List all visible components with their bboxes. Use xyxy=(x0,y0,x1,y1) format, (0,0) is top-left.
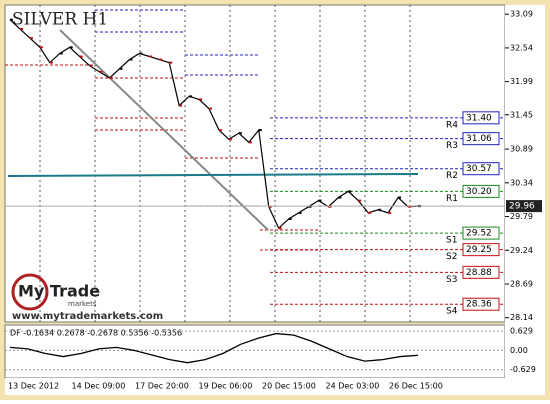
level-label: 28.88 xyxy=(466,268,492,278)
level-label: 28.36 xyxy=(466,300,492,310)
indicator-line xyxy=(9,332,419,364)
indicator-tick-label: 0.00 xyxy=(510,346,528,355)
current-box xyxy=(506,200,542,213)
y-tick-label: 33.09 xyxy=(510,10,533,19)
level-label: 29.25 xyxy=(466,245,492,255)
logo: My Trade markets www.mytrademarkets.com xyxy=(11,273,163,322)
level-box xyxy=(462,297,500,311)
y-tick-label: 31.99 xyxy=(510,77,533,86)
level-name: R2 xyxy=(446,171,458,181)
level-box xyxy=(462,162,500,176)
current-label: 29.96 xyxy=(509,202,535,212)
x-tick-label: 19 Dec 06:00 xyxy=(199,382,253,391)
level-label: 29.52 xyxy=(466,229,492,239)
indicator-label: DF -0.1634 0.2678 -0.2678 0.5356 -0.5356 xyxy=(10,329,182,338)
y-tick-label: 30.89 xyxy=(510,145,533,154)
channel-line xyxy=(7,173,419,177)
level-box xyxy=(462,265,500,279)
x-tick-label: 24 Dec 03:00 xyxy=(326,382,380,391)
x-tick-label: 13 Dec 2012 xyxy=(8,382,59,391)
level-box xyxy=(462,132,500,146)
indicator-tick-label: -0.629 xyxy=(510,365,536,374)
level-name: S1 xyxy=(446,236,457,246)
indicator-tick-label: 0.629 xyxy=(510,327,533,336)
x-tick-label: 26 Dec 15:00 xyxy=(389,382,443,391)
price-line xyxy=(9,19,419,230)
x-axis-panel xyxy=(5,378,545,395)
y-tick-label: 29.79 xyxy=(510,212,533,221)
level-name: R1 xyxy=(446,194,458,204)
level-box xyxy=(462,243,500,257)
y-tick-label: 30.34 xyxy=(510,178,533,187)
level-name: S2 xyxy=(446,252,457,262)
trend-line xyxy=(59,29,269,231)
x-tick-label: 17 Dec 20:00 xyxy=(135,382,189,391)
y-tick-label: 29.24 xyxy=(510,246,533,255)
level-label: 30.20 xyxy=(466,187,492,197)
level-name: S4 xyxy=(446,307,458,317)
level-label: 30.57 xyxy=(466,164,492,174)
level-label: 31.40 xyxy=(466,113,492,123)
level-box xyxy=(462,111,500,125)
x-tick-label: 14 Dec 09:00 xyxy=(72,382,126,391)
y-tick-label: 32.54 xyxy=(510,43,533,52)
y-tick-label: 28.69 xyxy=(510,279,533,288)
logo-name: My Trade xyxy=(18,282,100,301)
level-name: R4 xyxy=(446,120,458,130)
x-tick-label: 20 Dec 15:00 xyxy=(262,382,316,391)
axis-panel xyxy=(505,5,545,378)
level-name: R3 xyxy=(446,141,458,151)
logo-url: www.mytrademarkets.com xyxy=(12,311,163,322)
level-box xyxy=(462,226,500,240)
price-panel xyxy=(4,4,506,323)
level-name: S3 xyxy=(446,275,457,285)
level-box xyxy=(462,184,500,198)
chart-title: SILVER H1 xyxy=(12,10,108,30)
y-tick-label: 28.14 xyxy=(510,313,533,322)
logo-sub: markets xyxy=(68,300,97,308)
y-tick-label: 31.45 xyxy=(510,110,533,119)
level-label: 31.06 xyxy=(466,134,492,144)
